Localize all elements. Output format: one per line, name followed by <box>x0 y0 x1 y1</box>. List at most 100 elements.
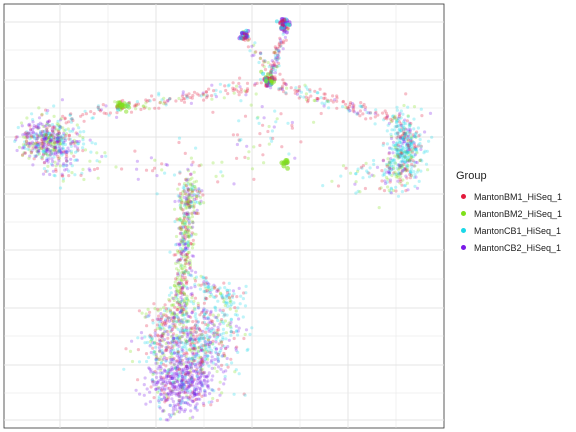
data-point <box>36 144 40 148</box>
data-point <box>173 316 177 320</box>
data-point <box>172 319 176 323</box>
data-point <box>201 321 205 325</box>
data-point <box>182 278 186 282</box>
data-point <box>218 90 223 94</box>
data-point <box>163 320 167 324</box>
data-point <box>399 129 403 133</box>
data-point <box>120 167 124 171</box>
data-point <box>144 98 148 102</box>
data-point <box>32 124 36 128</box>
data-point <box>406 143 410 147</box>
data-point <box>47 137 51 141</box>
data-point <box>64 121 68 125</box>
data-point <box>174 277 178 281</box>
data-point <box>96 176 100 180</box>
data-point <box>158 339 162 343</box>
data-point <box>227 338 231 342</box>
data-point <box>186 329 190 333</box>
data-point <box>190 219 194 223</box>
data-point <box>55 137 59 141</box>
data-point <box>154 358 158 362</box>
data-point <box>192 299 196 303</box>
data-point <box>36 153 40 157</box>
data-point <box>397 117 401 121</box>
data-point <box>70 164 74 168</box>
data-point <box>194 392 198 396</box>
data-point <box>360 166 364 170</box>
data-point <box>181 231 186 235</box>
data-point <box>182 353 186 357</box>
data-point <box>398 177 402 181</box>
data-point <box>170 365 174 369</box>
data-point <box>197 164 201 168</box>
data-point <box>182 236 186 240</box>
data-point <box>165 374 169 378</box>
data-point <box>164 321 168 325</box>
legend-marker <box>461 211 466 216</box>
data-point <box>269 136 273 140</box>
data-point <box>56 133 60 137</box>
data-point <box>186 225 190 229</box>
data-point <box>165 371 169 375</box>
data-point <box>188 363 192 367</box>
data-point <box>270 59 274 63</box>
data-point <box>172 311 176 315</box>
data-point <box>250 54 254 58</box>
data-point <box>169 348 173 352</box>
data-point <box>207 371 211 375</box>
data-point <box>189 337 193 341</box>
data-point <box>174 366 178 370</box>
data-point <box>56 146 60 150</box>
data-point <box>177 301 182 305</box>
data-point <box>186 244 190 248</box>
data-point <box>185 348 189 352</box>
data-point <box>180 372 184 376</box>
data-point <box>200 311 204 315</box>
data-point <box>393 115 397 119</box>
data-point <box>187 314 191 318</box>
data-point <box>160 397 164 401</box>
data-point <box>217 342 221 346</box>
data-point <box>166 307 170 311</box>
data-point <box>415 130 419 134</box>
data-point <box>276 56 280 61</box>
data-point <box>167 316 171 320</box>
data-point <box>171 303 175 307</box>
data-point <box>72 138 76 142</box>
data-point <box>183 151 187 155</box>
data-point <box>20 153 25 158</box>
data-point <box>69 151 74 155</box>
data-point <box>53 149 57 153</box>
data-point <box>278 72 282 76</box>
data-point <box>190 188 194 193</box>
data-point <box>182 284 186 288</box>
data-point <box>205 309 209 313</box>
data-point <box>182 307 186 312</box>
data-point <box>168 286 173 290</box>
data-point <box>405 181 409 185</box>
data-point <box>184 364 188 369</box>
data-point <box>172 341 176 345</box>
data-point <box>44 148 49 153</box>
data-point <box>189 242 193 246</box>
data-point <box>62 131 66 135</box>
data-point <box>304 85 308 89</box>
data-point <box>275 65 279 69</box>
data-point <box>271 66 276 70</box>
data-point <box>194 387 199 391</box>
data-point <box>187 371 191 375</box>
data-point <box>363 108 367 112</box>
data-point <box>148 99 152 103</box>
data-point <box>258 51 263 55</box>
data-point <box>196 393 200 397</box>
data-point <box>401 124 405 128</box>
data-point <box>219 319 223 324</box>
data-point <box>147 107 151 111</box>
data-point <box>221 296 225 300</box>
data-point <box>224 346 228 350</box>
data-point <box>410 139 414 143</box>
data-point <box>323 96 327 100</box>
data-point <box>389 120 393 124</box>
data-point <box>180 358 184 362</box>
data-point <box>29 150 33 154</box>
